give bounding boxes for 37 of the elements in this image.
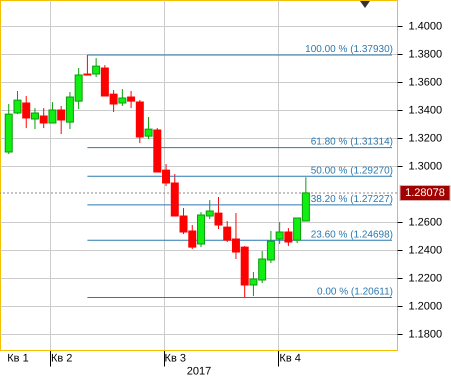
y-tick-label: 1.2400 (408, 244, 442, 257)
ref-line-label: 50.00 % (1.29270) (310, 165, 393, 176)
y-tick-label: 1.3200 (408, 132, 442, 145)
candlestick (57, 105, 66, 134)
y-tick-label: 1.4000 (408, 20, 442, 33)
x-tick-label: Кв 2 (50, 352, 72, 364)
ref-line-label: 61.80 % (1.31314) (310, 136, 393, 148)
ref-line-label: 100.00 % (1.37930) (305, 44, 393, 56)
candlestick (284, 228, 292, 246)
candlestick (83, 54, 92, 76)
y-tick-label: 1.2600 (408, 216, 442, 229)
y-tick-label: 1.3000 (408, 160, 442, 173)
candlestick (127, 90, 136, 109)
y-tick-label: 1.1800 (408, 328, 442, 341)
y-tick-label: 1.2200 (408, 272, 442, 285)
x-tick-label: Кв 3 (164, 352, 186, 364)
ref-line-label: 0.00 % (1.20611) (317, 286, 393, 298)
y-tick-label: 1.3400 (408, 104, 442, 117)
y-tick-label: 1.3600 (408, 76, 442, 89)
x-tick-label: Кв 4 (279, 352, 301, 364)
y-tick-label: 1.3800 (408, 48, 442, 61)
candlestick (40, 108, 48, 129)
y-tick-label: 1.2000 (408, 300, 442, 313)
candlestick (30, 108, 39, 130)
x-tick-label: Кв 1 (7, 352, 29, 364)
candlestick (48, 102, 56, 124)
ref-line-label: 1.28078 (405, 186, 445, 199)
candlestick (13, 90, 22, 115)
ref-line-label: 23.60 % (1.24698) (310, 229, 393, 240)
ref-line-label: 38.20 % (1.27227) (310, 194, 393, 205)
candlestick (22, 96, 30, 129)
candlestick (276, 222, 284, 245)
candlestick (214, 196, 222, 230)
candlestick (118, 88, 126, 106)
candlestick (144, 116, 153, 140)
x-axis-title: 2017 (186, 366, 212, 376)
candlestick (92, 58, 100, 78)
